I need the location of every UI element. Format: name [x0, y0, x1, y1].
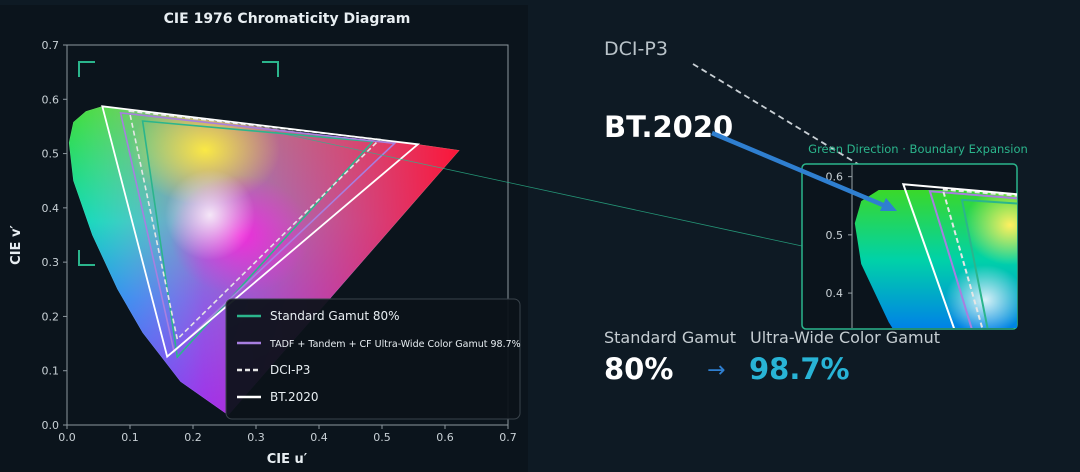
x-axis-label: CIE u′ — [267, 452, 308, 467]
bt2020-arrow-head — [880, 198, 897, 211]
plot-frame — [66, 44, 509, 426]
standard-gamut-label: Standard Gamut — [604, 328, 736, 347]
legend: Standard Gamut 80% TADF + Tandem + CF Ult… — [225, 298, 521, 420]
bracket-top-right — [262, 61, 279, 77]
y-tick-label: 0.1 — [42, 365, 60, 378]
zoom-gamut-triangle-2 — [941, 188, 1017, 328]
x-tick-label: 0.0 — [58, 431, 76, 444]
zoom-y-tick-label: 0.5 — [826, 229, 844, 242]
x-axis-ticks: 0.0 0.1 0.2 0.3 0.4 0.5 0.6 0.7 — [58, 425, 517, 444]
x-tick-label: 0.2 — [184, 431, 202, 444]
x-tick-label: 0.4 — [310, 431, 328, 444]
dci-pointer-line — [692, 63, 928, 207]
y-axis-label: CIE v′ — [9, 225, 24, 265]
x-tick-label: 0.3 — [247, 431, 265, 444]
zoom-gamut-triangle-0 — [960, 198, 1017, 328]
y-axis-ticks: 0.0 0.1 0.2 0.3 0.4 0.5 0.6 0.7 — [42, 39, 67, 432]
y-tick-label: 0.3 — [42, 256, 60, 269]
zoom-gamut-triangle-1 — [928, 190, 1017, 328]
y-tick-label: 0.5 — [42, 148, 60, 161]
legend-label: DCI-P3 — [270, 363, 310, 377]
legend-box — [225, 298, 521, 420]
zoom-gamut-triangle-3 — [901, 183, 1017, 328]
y-tick-label: 0.4 — [42, 202, 60, 215]
legend-label: Standard Gamut 80% — [270, 309, 400, 323]
ultra-gamut-label: Ultra-Wide Color Gamut — [750, 328, 940, 347]
zoom-connector-line — [274, 131, 803, 247]
x-tick-label: 0.7 — [499, 431, 517, 444]
dci-p3-callout: DCI-P3 — [604, 38, 668, 60]
gamut-triangle-1 — [119, 111, 397, 354]
bracket-bottom-left — [78, 250, 95, 266]
x-tick-label: 0.6 — [436, 431, 454, 444]
legend-label: TADF + Tandem + CF Ultra-Wide Color Gamu… — [269, 339, 521, 350]
gamut-triangle-2 — [128, 110, 382, 341]
gamut-triangle-3 — [101, 105, 421, 359]
zoom-y-tick-label: 0.4 — [826, 287, 844, 300]
bt2020-callout: BT.2020 — [604, 110, 733, 144]
y-tick-label: 0.7 — [42, 39, 60, 52]
zoom-y-ticks: 0.60.50.4 — [826, 171, 852, 300]
x-tick-label: 0.1 — [121, 431, 139, 444]
chart-title: CIE 1976 Chromaticity Diagram — [164, 11, 411, 27]
legend-label: BT.2020 — [270, 390, 319, 404]
gamut-triangle-0 — [141, 120, 375, 359]
bt2020-pointer-arrow — [711, 130, 884, 208]
y-tick-label: 0.6 — [42, 93, 60, 106]
zoom-gamut-lines — [901, 183, 1017, 328]
x-tick-label: 0.5 — [373, 431, 391, 444]
gamut-triangles — [101, 105, 421, 359]
zoom-locus-fill — [854, 185, 1017, 328]
standard-gamut-value: 80% — [604, 352, 673, 386]
increase-arrow-icon: → — [707, 358, 725, 383]
zoom-panel: 0.60.50.4 — [801, 163, 1018, 330]
y-tick-label: 0.0 — [42, 419, 60, 432]
bracket-top-left — [78, 61, 95, 77]
ultra-gamut-value: 98.7% — [749, 352, 850, 386]
y-tick-label: 0.2 — [42, 310, 60, 323]
focus-brackets — [78, 61, 279, 266]
zoom-title: Green Direction · Boundary Expansion — [808, 142, 1028, 156]
